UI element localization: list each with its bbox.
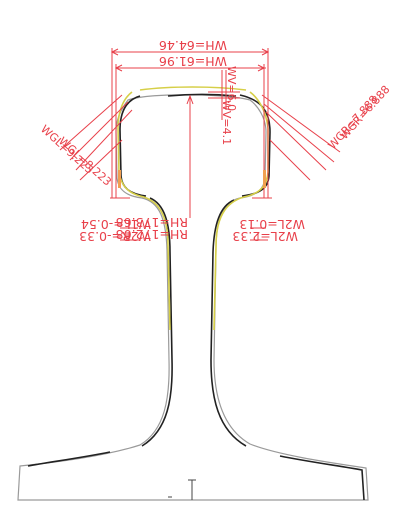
- label-wh-inner: WH=61.96: [159, 54, 227, 69]
- base-center-marker: [168, 479, 196, 500]
- rail-profile-worn: [117, 86, 269, 331]
- label-left-gauge-b: WGL=8.223: [56, 135, 114, 189]
- measurement-lines: [59, 48, 341, 241]
- gauge-corner-marks: [118, 170, 266, 188]
- label-rh-a: RH=173.68: [116, 215, 188, 230]
- label-w2r: W2R=-0.33: [79, 229, 151, 244]
- label-w2l: W2L=0.13: [239, 217, 305, 232]
- rail-profile-reference: [27, 93, 365, 501]
- label-wv-b: WV=4.1: [220, 100, 233, 145]
- label-w1l: W1L=-0.54: [81, 217, 151, 232]
- label-right-gauge-b: WGR=7.888: [326, 93, 381, 152]
- label-rh-b: RH=172.08: [116, 227, 188, 242]
- label-w2l-b: W2L=2.33: [232, 229, 298, 244]
- measurement-labels: WH=64.46 WH=61.96 WV=6.0 WV=4.1 WGL=9.22…: [38, 38, 393, 244]
- label-wv-a: WV=6.0: [225, 66, 238, 111]
- label-wh-outer: WH=64.46: [159, 38, 227, 53]
- rail-profile-standard: [17, 94, 369, 501]
